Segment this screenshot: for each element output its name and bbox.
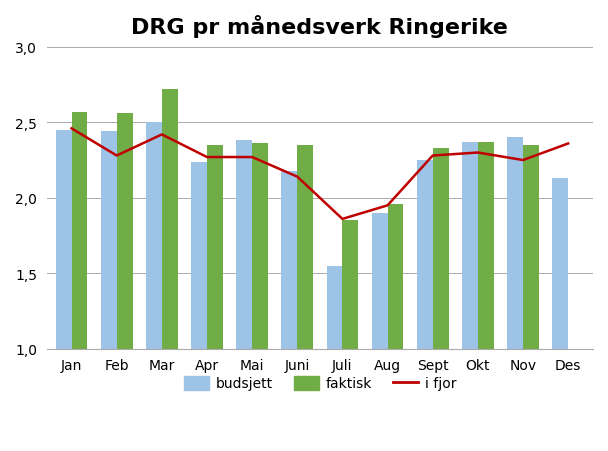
Bar: [297, 146, 313, 349]
Bar: [552, 179, 568, 349]
Bar: [56, 131, 72, 349]
Bar: [342, 221, 358, 349]
Bar: [72, 112, 88, 349]
Bar: [387, 204, 403, 349]
Bar: [462, 143, 478, 349]
Bar: [326, 266, 342, 349]
Bar: [433, 149, 449, 349]
Title: DRG pr månedsverk Ringerike: DRG pr månedsverk Ringerike: [131, 15, 508, 38]
Bar: [371, 213, 387, 349]
Bar: [237, 141, 252, 349]
Bar: [507, 138, 523, 349]
Bar: [207, 146, 223, 349]
Bar: [478, 143, 494, 349]
Legend: budsjett, faktisk, i fjor: budsjett, faktisk, i fjor: [178, 370, 461, 396]
Bar: [101, 132, 117, 349]
Bar: [191, 162, 207, 349]
Bar: [162, 90, 178, 349]
Bar: [252, 144, 268, 349]
Bar: [417, 161, 433, 349]
Bar: [523, 146, 539, 349]
Bar: [146, 123, 162, 349]
Bar: [117, 114, 133, 349]
Bar: [282, 171, 297, 349]
